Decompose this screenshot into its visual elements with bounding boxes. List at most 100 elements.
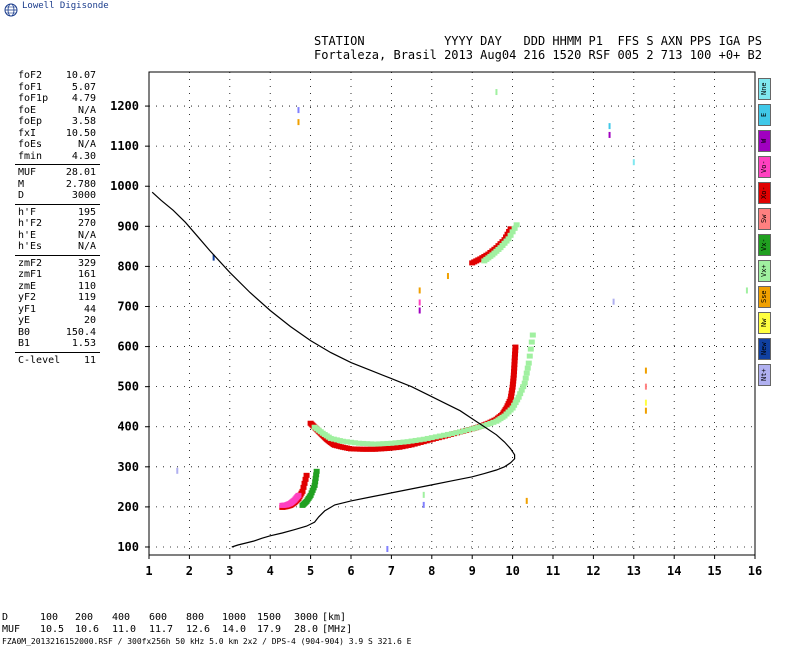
trace-point: [513, 222, 520, 228]
legend-entry: Vx-: [758, 234, 771, 256]
x-tick-label: 14: [667, 564, 681, 578]
x-tick-label: 9: [469, 564, 476, 578]
trace-point: [518, 387, 525, 393]
trace-point: [309, 487, 316, 493]
trace-point: [384, 440, 391, 446]
trace-point: [457, 429, 464, 435]
trace-point: [327, 435, 334, 441]
trace-point: [312, 475, 319, 481]
trace-point: [313, 472, 320, 478]
trace-point: [404, 439, 411, 445]
plot-frame: [148, 71, 756, 556]
trace-point: [507, 396, 514, 402]
station-label: STATION: [314, 34, 365, 48]
file-footer: FZA0M_2013216152000.RSF / 300fx256h 50 k…: [2, 637, 412, 646]
y-tick-label: 400: [117, 420, 139, 434]
trace-point: [372, 441, 379, 447]
muf-value: 14.0: [222, 624, 247, 635]
trace-point: [512, 400, 519, 406]
echo-speck: [422, 501, 425, 508]
trace-point: [515, 394, 522, 400]
param-row: fxI 10.50: [0, 128, 100, 140]
trace-point: [453, 430, 460, 436]
param-row: MUF 28.01: [0, 167, 100, 179]
param-value: 28.01: [65, 167, 96, 178]
param-value: 4.79: [71, 93, 96, 104]
echo-speck: [644, 383, 647, 390]
trace-point: [509, 381, 516, 387]
trace-point: [521, 380, 528, 386]
param-divider: [15, 351, 100, 353]
param-row: foE N/A: [0, 105, 100, 117]
trace-point: [393, 445, 400, 451]
trace-point: [414, 440, 421, 446]
trace-point: [517, 391, 524, 397]
distance-value: 100: [40, 612, 59, 623]
trace-point: [300, 484, 307, 490]
param-row: B0 150.4: [0, 327, 100, 339]
trace-point: [507, 232, 514, 238]
echo-speck: [644, 367, 647, 374]
trace-point: [512, 344, 519, 350]
echo-speck: [386, 545, 389, 552]
trace-point: [366, 446, 373, 452]
echo-speck: [495, 89, 498, 96]
trace-point: [302, 476, 309, 482]
param-row: zmF2 329: [0, 258, 100, 270]
param-label: MUF: [18, 167, 37, 178]
trace-point: [449, 431, 455, 437]
param-value: N/A: [77, 241, 96, 252]
trace-point: [508, 393, 515, 399]
trace-point: [527, 346, 534, 352]
param-divider: [15, 164, 100, 165]
trace-point: [509, 405, 516, 411]
legend-entry: Vo-: [758, 156, 771, 178]
echo-speck: [644, 399, 647, 406]
echo-speck: [446, 273, 449, 280]
x-tick-label: 1: [145, 564, 152, 578]
echo-speck: [418, 307, 421, 314]
trace-point: [528, 339, 535, 345]
trace-point: [311, 482, 318, 488]
param-divider: [15, 203, 100, 205]
x-tick-label: 13: [627, 564, 641, 578]
muf-value: 10.6: [75, 624, 100, 635]
trace-point: [511, 355, 518, 361]
echo-speck: [632, 159, 635, 166]
trace-point: [511, 365, 518, 371]
echo-speck: [608, 131, 611, 138]
param-label: h'F2: [18, 218, 43, 229]
param-row: foF1p 4.79: [0, 93, 100, 105]
trace-point: [408, 442, 415, 448]
param-label: zmF1: [18, 269, 43, 280]
trace-point: [461, 428, 468, 434]
echo-speck: [418, 287, 421, 294]
param-label: foE: [18, 104, 37, 116]
trace-point: [299, 488, 306, 494]
legend-entry: New: [758, 338, 771, 360]
legend-entry: Nne: [758, 78, 771, 100]
trace-point: [307, 492, 314, 498]
legend-entry: Sw: [758, 208, 771, 230]
distance-value: 400: [112, 612, 131, 623]
trace-point: [380, 441, 387, 447]
trace-point: [524, 365, 531, 371]
trace-point: [523, 370, 530, 376]
echo-speck: [612, 298, 615, 305]
trace-point: [368, 441, 375, 447]
x-tick-label: 15: [707, 564, 721, 578]
echo-speck: [422, 491, 425, 498]
trace-point: [376, 441, 383, 447]
param-label: B1: [18, 338, 31, 349]
trace-point: [428, 435, 435, 441]
distance-value: 1500: [257, 612, 282, 623]
trace-point: [487, 420, 494, 426]
param-label: foF1: [18, 81, 43, 93]
legend-entry: Vx+: [758, 260, 771, 282]
muf-value: 11.7: [149, 624, 174, 635]
param-row: yE 20: [0, 315, 100, 327]
x-tick-label: 16: [748, 564, 762, 578]
muf-unit: [MHz]: [322, 624, 353, 635]
trace-point: [357, 446, 364, 452]
x-tick-label: 10: [505, 564, 519, 578]
